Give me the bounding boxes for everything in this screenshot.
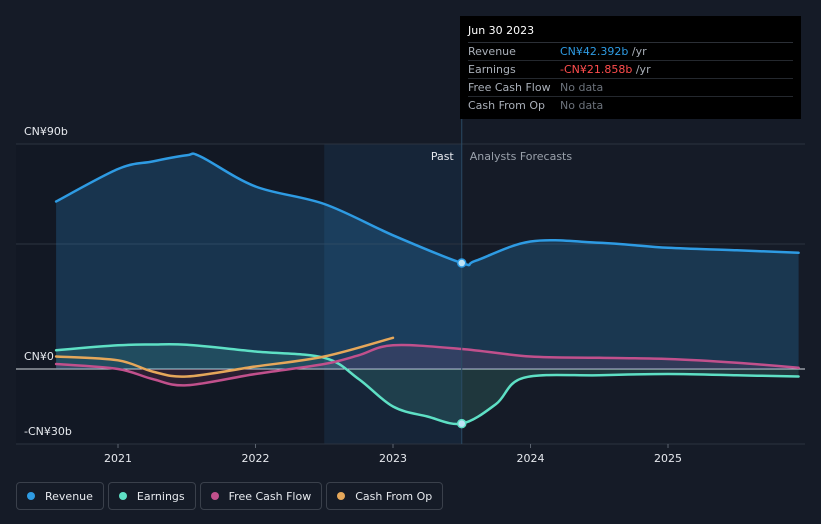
tooltip-row-label: Free Cash Flow	[468, 81, 551, 94]
legend-label: Revenue	[45, 489, 93, 503]
y-tick-label: -CN¥30b	[24, 425, 72, 438]
x-tick-label: 2021	[104, 452, 132, 465]
legend-item-free-cash-flow[interactable]: Free Cash Flow	[199, 482, 323, 510]
x-tick-label: 2025	[654, 452, 682, 465]
x-axis-labels: 2021 2022 2023 2024 2025	[104, 444, 682, 465]
y-tick-label: CN¥0	[24, 350, 54, 363]
tooltip: Jun 30 2023 Revenue CN¥42.392b /yr Earni…	[460, 16, 801, 119]
revenue-area	[56, 153, 799, 369]
tooltip-row-unit: /yr	[628, 45, 647, 58]
earnings-line	[54, 342, 800, 426]
y-tick-label: CN¥90b	[24, 125, 68, 138]
x-tick-label: 2024	[517, 452, 545, 465]
legend: Revenue Earnings Free Cash Flow Cash Fro…	[16, 482, 444, 510]
tooltip-row-label: Cash From Op	[468, 99, 546, 112]
x-tick-label: 2023	[379, 452, 407, 465]
revenue-line	[54, 152, 800, 267]
legend-label: Earnings	[136, 489, 185, 503]
tooltip-row-revenue: Revenue CN¥42.392b /yr	[468, 43, 793, 61]
tooltip-row-earnings: Earnings -CN¥21.858b /yr	[468, 61, 793, 79]
tooltip-row-value: No data	[560, 99, 604, 112]
revenue-point-marker	[457, 258, 467, 268]
legend-dot-icon	[337, 492, 346, 500]
legend-label: Free Cash Flow	[228, 489, 312, 503]
earnings-area	[56, 344, 799, 425]
legend-label: Cash From Op	[355, 489, 433, 503]
legend-item-earnings[interactable]: Earnings	[107, 482, 196, 510]
forecast-label: Analysts Forecasts	[470, 150, 573, 163]
legend-item-cash-from-op[interactable]: Cash From Op	[326, 482, 444, 510]
past-label: Past	[431, 150, 455, 163]
tooltip-row-label: Revenue	[468, 45, 516, 58]
y-axis-labels: CN¥90b CN¥0 -CN¥30b	[24, 125, 72, 438]
tooltip-row-value: No data	[560, 81, 604, 94]
legend-dot-icon	[27, 492, 35, 500]
tooltip-row-value: CN¥42.392b	[560, 45, 629, 58]
tooltip-row-label: Earnings	[468, 63, 516, 76]
tooltip-row-free-cash-flow: Free Cash Flow No data	[468, 79, 793, 97]
earnings-point-marker	[457, 418, 467, 429]
legend-dot-icon	[118, 492, 127, 500]
cash-from-op-line	[54, 336, 395, 378]
tooltip-date: Jun 30 2023	[468, 16, 793, 43]
legend-dot-icon	[210, 492, 219, 500]
x-tick-label: 2022	[242, 452, 270, 465]
past-highlight-band	[324, 144, 462, 444]
tooltip-row-unit: /yr	[632, 63, 651, 76]
series-lines	[54, 152, 800, 426]
tooltip-row-cash-from-op: Cash From Op No data	[468, 97, 793, 114]
tooltip-row-value: -CN¥21.858b	[560, 63, 633, 76]
free-cash-flow-line	[54, 343, 800, 387]
legend-item-revenue[interactable]: Revenue	[16, 482, 104, 510]
hover-markers	[457, 258, 467, 429]
